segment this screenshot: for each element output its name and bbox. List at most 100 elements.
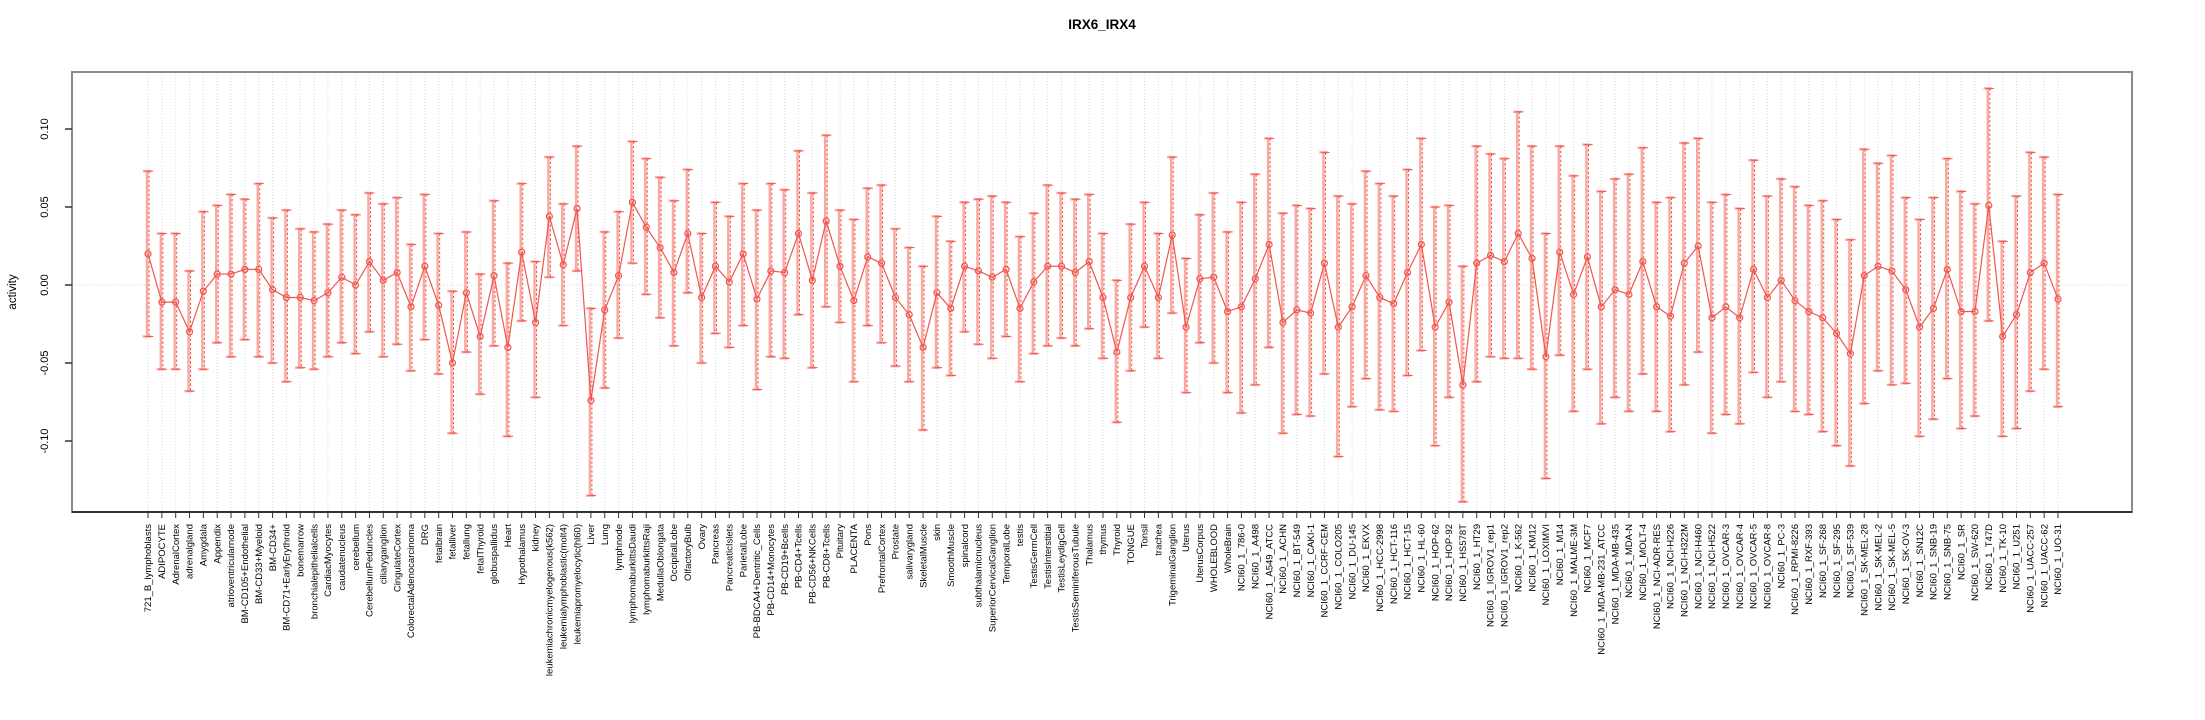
x-tick-label: NCI60_1_MCF7 [1583, 524, 1594, 593]
x-tick-label: NCI60_1_SR [1956, 524, 1967, 580]
data-point [1099, 293, 1107, 302]
data-point [1279, 318, 1287, 327]
data-point [379, 276, 387, 284]
data-point [1057, 262, 1066, 270]
data-point [656, 243, 664, 252]
x-tick-label: NCI60_1_NCI-ADR-RES [1652, 524, 1663, 629]
data-point [753, 295, 761, 303]
data-point [1417, 240, 1425, 249]
data-point [698, 293, 706, 302]
data-point [1777, 276, 1785, 284]
x-tick-label: skin [932, 524, 943, 541]
x-tick-label: Pons [863, 524, 874, 546]
data-point [296, 293, 304, 302]
data-point [1528, 254, 1536, 263]
data-point [1957, 307, 1965, 316]
x-tick-label: PB-BDCA4+Dentritic_Cells [752, 524, 763, 639]
data-point [1293, 306, 1301, 314]
data-point [352, 281, 360, 289]
data-point [282, 293, 291, 302]
x-tick-label: NCI60_1_RPMI-8226 [1790, 524, 1801, 615]
data-point [1320, 259, 1329, 267]
data-point [1390, 300, 1398, 308]
x-tick-label: TemporalLobe [1001, 524, 1012, 584]
data-point [1722, 303, 1730, 311]
data-point [905, 311, 913, 319]
x-tick-label: globuspallidus [489, 524, 500, 584]
x-tick-label: fetalliver [448, 524, 459, 559]
data-point [1597, 303, 1605, 311]
data-point [1445, 298, 1453, 306]
data-point [891, 293, 899, 302]
data-point [1569, 290, 1578, 298]
data-point [1805, 307, 1813, 316]
data-point [421, 262, 429, 270]
x-tick-label: Amygdala [199, 523, 210, 566]
x-tick-label: DRG [420, 524, 431, 545]
data-point [711, 262, 720, 270]
x-tick-label: kidney [531, 524, 542, 552]
data-point [614, 272, 623, 280]
data-point [808, 276, 816, 284]
x-tick-label: PB-CD19+Bcells [780, 524, 791, 595]
data-point [435, 301, 443, 309]
x-tick-label: NCI60_1_MOLT-4 [1638, 524, 1649, 600]
data-point [1168, 231, 1176, 239]
x-tick-label: Appendix [212, 524, 223, 564]
data-point [960, 262, 969, 270]
x-tick-label: NCI60_1_SNB-19 [1929, 524, 1940, 600]
data-point [1736, 314, 1744, 322]
x-tick-label: NCI60_1_SK-MEL-28 [1859, 524, 1870, 616]
data-point [1625, 290, 1633, 298]
data-point [144, 250, 152, 258]
x-tick-label: NCI60_1_CCRF-CEM [1320, 524, 1331, 618]
data-point [1431, 323, 1439, 331]
x-tick-label: Pituitary [835, 524, 846, 559]
x-tick-label: caudatenucleus [337, 524, 348, 591]
data-point [365, 258, 374, 266]
x-tick-label: AdrenalCortex [171, 524, 182, 585]
x-tick-label: Thalamus [1084, 524, 1095, 566]
x-tick-label: ADIPOCYTE [157, 524, 168, 579]
x-tick-label: NCI60_1_SW-620 [1970, 524, 1981, 601]
data-point [1514, 229, 1522, 238]
data-point [1251, 275, 1259, 283]
data-point [1583, 253, 1592, 261]
x-tick-label: NCI60_1_ACHN [1278, 524, 1289, 594]
data-point [1030, 278, 1038, 286]
data-point [1348, 303, 1356, 311]
x-tick-label: BM-CD33+Myeloid [254, 524, 265, 604]
x-tick-label: MedullaOblongata [655, 523, 666, 601]
y-tick-label: 0.00 [39, 274, 51, 295]
x-tick-label: leukemialymphoblastic(molt4) [558, 524, 569, 649]
x-tick-label: TONGUE [1126, 524, 1137, 564]
x-tick-label: NCI60_1_OVCAR-4 [1735, 524, 1746, 609]
data-point [268, 286, 277, 294]
x-tick-label: lymphnode [614, 524, 625, 570]
x-tick-label: NCI60_1_MDA-MB-435 [1610, 524, 1621, 624]
x-tick-label: NCI60_1_M14 [1555, 524, 1566, 585]
data-point [739, 250, 747, 258]
x-tick-label: bonemarrow [295, 524, 306, 577]
x-tick-label: CardiacMyocytes [323, 524, 334, 597]
y-tick-label: 0.10 [39, 118, 51, 139]
y-axis-label: activity [7, 274, 19, 309]
x-tick-label: ParietalLobe [738, 524, 749, 577]
data-point [462, 289, 470, 297]
data-point [1832, 329, 1841, 337]
x-tick-label: NCI60_1_UACC-257 [2026, 524, 2037, 613]
data-point [1016, 304, 1024, 312]
data-point [628, 198, 637, 206]
data-point [490, 272, 498, 280]
data-point [2012, 311, 2021, 319]
x-tick-label: NCI60_1_K-562 [1513, 524, 1524, 592]
x-tick-label: NCI60_1_HS578T [1458, 524, 1469, 602]
data-point [448, 359, 457, 367]
x-tick-label: cerebellum [351, 524, 362, 571]
data-point [1265, 240, 1273, 249]
x-tick-label: NCI60_1_HL-60 [1417, 524, 1428, 593]
x-tick-label: PLACENTA [849, 523, 860, 573]
x-tick-label: PB-CD8+Tcells [821, 524, 832, 588]
x-tick-label: NCI60_1_TK-10 [1998, 524, 2009, 593]
